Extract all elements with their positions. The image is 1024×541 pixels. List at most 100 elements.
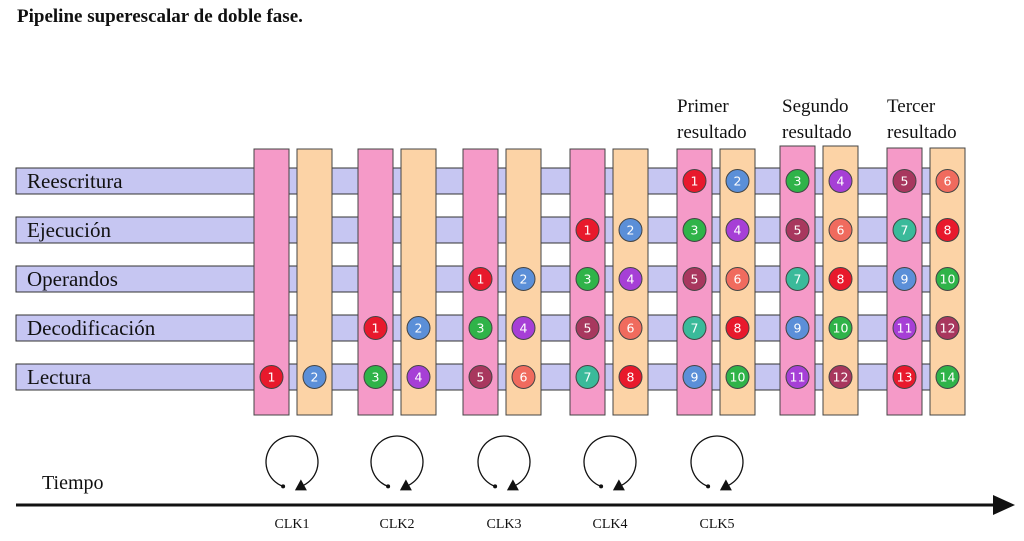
instruction-circle: [682, 365, 707, 389]
instruction-circle: [725, 267, 750, 291]
clock-arrowhead: [399, 479, 412, 491]
instruction-circle: [575, 267, 600, 291]
instruction-circle: [682, 169, 707, 193]
instruction-circle: [828, 218, 853, 242]
instruction-number: 3: [477, 321, 485, 336]
instruction-circle: [828, 365, 853, 389]
instruction-circle: [575, 316, 600, 340]
instruction-number: 5: [584, 321, 592, 336]
page-title: Pipeline superescalar de doble fase.: [17, 6, 303, 27]
instruction-circle: [725, 365, 750, 389]
instruction-circle: [785, 169, 810, 193]
instruction-circle: [785, 365, 810, 389]
instruction-number: 12: [940, 321, 956, 336]
instruction-number: 7: [691, 321, 699, 336]
instruction-number: 9: [901, 272, 909, 287]
instruction-number: 7: [901, 223, 909, 238]
stage-label: Reescritura: [27, 169, 123, 193]
instruction-number: 9: [691, 370, 699, 385]
result-header-line1: Segundo: [782, 96, 849, 117]
instruction-circle: [618, 218, 643, 242]
instruction-circle: [828, 267, 853, 291]
instruction-circle: [785, 316, 810, 340]
instruction-number: 8: [627, 370, 635, 385]
instruction-circle: [935, 267, 960, 291]
instruction-number: 2: [311, 370, 319, 385]
instruction-circle: [892, 365, 917, 389]
result-header-line2: resultado: [782, 122, 852, 143]
clock-cycle-icon: [690, 435, 744, 488]
instruction-circle: [259, 365, 284, 389]
instruction-number: 3: [372, 370, 380, 385]
clock-start-dot: [599, 484, 604, 489]
clock-label: CLK4: [593, 517, 628, 532]
instruction-circle: [828, 169, 853, 193]
instruction-circle: [785, 218, 810, 242]
instruction-circle: [682, 218, 707, 242]
instruction-number: 6: [627, 321, 635, 336]
instruction-circle: [618, 267, 643, 291]
instruction-circle: [511, 267, 536, 291]
instruction-number: 1: [268, 370, 276, 385]
instruction-circle: [892, 316, 917, 340]
stage-label: Operandos: [27, 267, 118, 291]
instruction-number: 2: [520, 272, 528, 287]
instruction-number: 14: [940, 370, 956, 385]
instruction-circle: [892, 267, 917, 291]
clock-cycle-icon: [583, 435, 637, 488]
clock-cycle-icon: [370, 435, 424, 488]
instruction-number: 6: [944, 174, 952, 189]
instruction-number: 11: [897, 321, 913, 336]
clock-arrowhead: [612, 479, 625, 491]
instruction-circle: [468, 316, 493, 340]
result-header-line1: Tercer: [887, 96, 936, 117]
clock-label: CLK1: [275, 517, 310, 532]
instruction-circle: [935, 365, 960, 389]
result-header-line2: resultado: [677, 122, 747, 143]
instruction-number: 9: [794, 321, 802, 336]
instruction-circle: [618, 365, 643, 389]
stage-label: Ejecución: [27, 218, 111, 242]
clock-arrowhead: [294, 479, 307, 491]
instruction-number: 6: [837, 223, 845, 238]
instruction-number: 8: [837, 272, 845, 287]
instruction-circle: [575, 218, 600, 242]
instruction-number: 2: [627, 223, 635, 238]
instruction-number: 13: [897, 370, 913, 385]
instruction-number: 10: [730, 370, 746, 385]
clock-start-dot: [386, 484, 391, 489]
time-label: Tiempo: [42, 472, 104, 494]
clock-label: CLK3: [487, 517, 522, 532]
instruction-number: 1: [584, 223, 592, 238]
clock-start-dot: [493, 484, 498, 489]
instruction-circle: [468, 365, 493, 389]
instruction-circle: [302, 365, 327, 389]
instruction-number: 4: [415, 370, 423, 385]
result-header-line1: Primer: [677, 96, 729, 117]
instruction-circle: [725, 218, 750, 242]
clock-arrowhead: [506, 479, 519, 491]
instruction-number: 5: [901, 174, 909, 189]
instruction-number: 7: [794, 272, 802, 287]
instruction-circle: [363, 365, 388, 389]
instruction-circle: [725, 169, 750, 193]
instruction-number: 5: [477, 370, 485, 385]
instruction-number: 1: [372, 321, 380, 336]
instruction-number: 10: [833, 321, 849, 336]
instruction-circle: [363, 316, 388, 340]
instruction-number: 6: [734, 272, 742, 287]
stage-label: Decodificación: [27, 316, 156, 340]
instruction-circle: [892, 218, 917, 242]
instruction-circle: [892, 169, 917, 193]
instruction-circle: [682, 316, 707, 340]
instruction-circle: [618, 316, 643, 340]
instruction-number: 6: [520, 370, 528, 385]
instruction-number: 8: [944, 223, 952, 238]
instruction-circle: [406, 316, 431, 340]
clock-cycle-icon: [477, 435, 531, 488]
instruction-number: 7: [584, 370, 592, 385]
instruction-number: 2: [415, 321, 423, 336]
instruction-number: 12: [833, 370, 849, 385]
instruction-number: 11: [790, 370, 806, 385]
